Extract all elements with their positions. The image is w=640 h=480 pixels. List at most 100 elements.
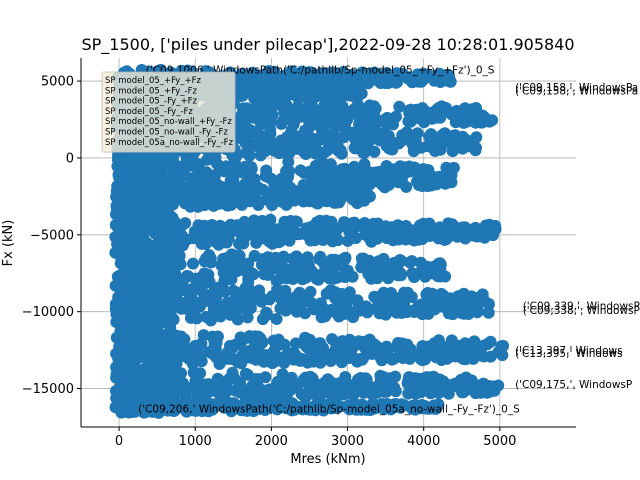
data-point [244, 124, 257, 137]
data-point [188, 381, 201, 394]
data-point [278, 338, 291, 351]
data-point [290, 142, 303, 155]
data-point [424, 387, 437, 400]
data-point [204, 192, 217, 205]
data-point [142, 285, 155, 298]
data-point [396, 67, 409, 80]
data-point [184, 200, 197, 213]
data-point [376, 342, 388, 355]
y-tick-label: −5000 [30, 228, 74, 243]
data-point [136, 385, 149, 398]
data-point [391, 76, 404, 89]
data-point [320, 85, 333, 97]
data-point [385, 287, 397, 299]
data-point [310, 232, 323, 245]
data-point [388, 352, 401, 365]
data-point [391, 219, 404, 232]
x-tick-label: 0 [115, 434, 123, 449]
data-point [346, 221, 358, 234]
data-point [329, 233, 342, 246]
data-point [270, 313, 283, 325]
data-point [299, 124, 311, 137]
data-point [240, 163, 253, 176]
data-point [115, 191, 128, 204]
data-point [228, 162, 241, 175]
data-point [292, 101, 305, 114]
data-point [277, 289, 290, 302]
legend-entry: SP model_05_+Fy_+Fz [105, 76, 202, 86]
data-point [256, 215, 269, 228]
data-point [335, 192, 348, 205]
data-point [175, 183, 187, 196]
data-point [394, 267, 407, 280]
data-point [304, 83, 317, 96]
data-point [261, 385, 274, 397]
data-point [197, 329, 210, 342]
data-point [168, 370, 181, 383]
data-point [385, 143, 397, 156]
data-point [222, 352, 235, 365]
point-annotation: ('C09,206,' WindowsPath('C:/pathlib/Sp-m… [138, 404, 520, 416]
data-point [376, 178, 389, 191]
data-point [226, 366, 239, 379]
legend-entry: SP model_05_no-wall_+Fy_-Fz [105, 117, 232, 127]
data-point [314, 356, 327, 369]
data-point [396, 337, 409, 350]
data-point [279, 70, 292, 83]
data-point [411, 127, 424, 140]
data-point [396, 172, 409, 185]
data-point [294, 164, 307, 177]
data-point [440, 383, 453, 396]
data-point [290, 215, 303, 228]
data-point [162, 155, 175, 168]
data-point [381, 111, 394, 124]
y-tick-label: 5000 [41, 75, 74, 90]
data-point [329, 286, 342, 299]
data-point [348, 160, 361, 173]
data-point [153, 350, 166, 363]
data-point [149, 170, 162, 183]
data-point [338, 129, 351, 142]
data-point [357, 252, 370, 265]
data-point [441, 225, 454, 238]
data-point [451, 378, 464, 390]
data-point [242, 181, 255, 194]
data-point [446, 145, 459, 158]
data-point [278, 300, 291, 313]
data-point [368, 145, 381, 158]
data-point [168, 227, 181, 239]
data-point [240, 290, 253, 302]
data-point [428, 171, 440, 183]
data-point [408, 306, 421, 318]
data-point [489, 223, 502, 236]
data-point [360, 384, 373, 397]
data-point [335, 147, 348, 160]
data-point [428, 298, 441, 311]
data-point [290, 111, 303, 124]
data-point [453, 225, 466, 238]
data-point [135, 201, 147, 213]
data-point [338, 70, 351, 83]
data-point [366, 108, 379, 121]
data-point [379, 377, 392, 390]
data-point [137, 152, 150, 165]
data-point [465, 374, 478, 387]
data-point [250, 353, 262, 366]
data-point [239, 230, 252, 243]
data-point [446, 308, 459, 321]
data-point [147, 187, 159, 199]
data-point [347, 381, 360, 394]
data-point [148, 380, 161, 393]
y-tick-label: 0 [66, 151, 74, 166]
data-point [113, 340, 126, 353]
data-point [225, 259, 238, 272]
legend-entry: SP model_05_-Fy_-Fz [105, 107, 193, 117]
data-point [257, 80, 270, 92]
data-point [363, 190, 376, 203]
x-tick-label: 2000 [255, 434, 288, 449]
data-point [135, 330, 148, 342]
data-point [159, 216, 172, 228]
data-point [269, 251, 282, 264]
data-point [282, 170, 295, 183]
